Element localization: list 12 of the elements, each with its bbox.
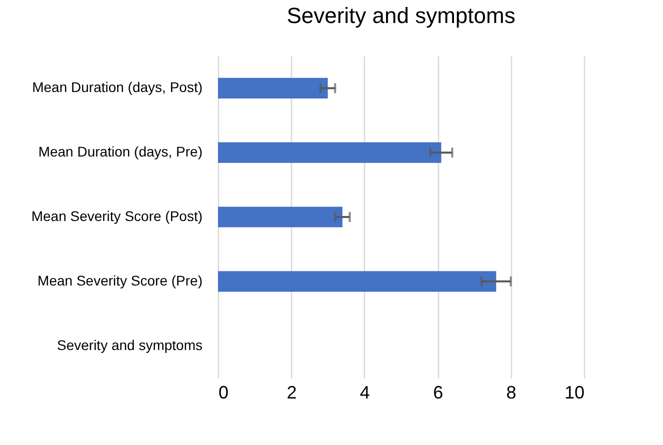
- x-tick-label: 6: [433, 382, 444, 402]
- x-tick-label: 4: [360, 382, 370, 402]
- x-tick-label: 0: [218, 382, 229, 402]
- y-tick-label: Mean Severity Score (Post): [31, 208, 202, 224]
- chart-title: Severity and symptoms: [286, 3, 516, 28]
- x-tick-label: 8: [506, 382, 516, 402]
- y-tick-label: Mean Duration (days, Pre): [38, 144, 202, 160]
- y-tick-label: Mean Severity Score (Pre): [38, 272, 202, 288]
- y-tick-label: Mean Duration (days, Post): [32, 79, 202, 96]
- y-tick-label: Severity and symptoms: [57, 336, 202, 353]
- x-tick-label: 2: [286, 382, 297, 402]
- x-tick-label: 10: [564, 382, 584, 402]
